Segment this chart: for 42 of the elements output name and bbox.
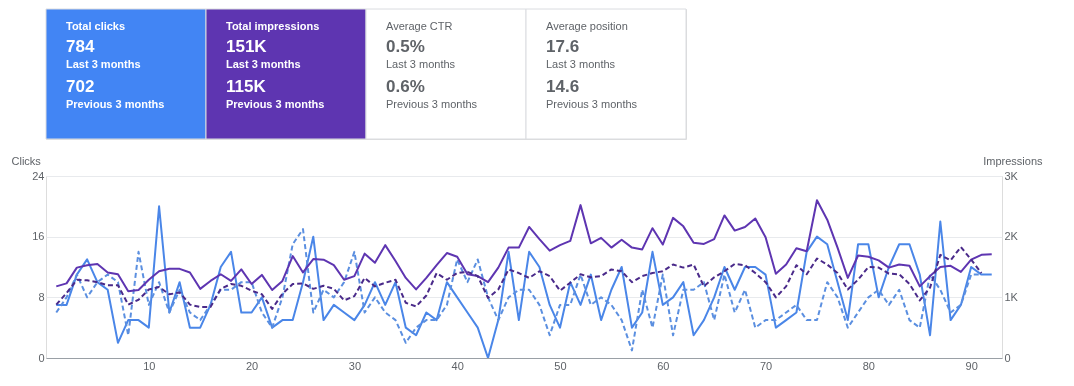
x-tick-label: 30 — [348, 359, 362, 372]
text: 702 — [66, 77, 95, 96]
y-tick-label: 16 — [32, 230, 45, 243]
y2-axis-title: Impressions — [983, 154, 1043, 167]
text: Previous 3 months — [226, 98, 325, 110]
text: Last 3 months — [66, 58, 141, 70]
text: Previous 3 months — [546, 98, 638, 110]
y-tick-label: 24 — [32, 169, 45, 182]
y2-tick-label: 1K — [1004, 290, 1019, 303]
x-tick-label: 20 — [245, 359, 259, 372]
y2-tick-label: 2K — [1004, 230, 1019, 243]
text: Previous 3 months — [66, 98, 165, 110]
text: Average position — [546, 20, 628, 32]
text: 151K — [226, 37, 268, 56]
text: 0.6% — [386, 77, 425, 96]
text: Last 3 months — [386, 58, 456, 70]
text: 14.6 — [546, 77, 580, 96]
y2-tick-label: 0 — [1004, 351, 1011, 364]
text: 17.6 — [546, 37, 580, 56]
x-tick-label: 10 — [143, 359, 156, 372]
line-series — [55, 245, 983, 310]
line-series — [55, 205, 993, 358]
text: Previous 3 months — [386, 98, 478, 110]
x-tick-label: 50 — [554, 359, 567, 372]
x-tick-label: 80 — [862, 359, 875, 372]
y2-tick-label: 3K — [1004, 169, 1019, 182]
text: Last 3 months — [226, 58, 301, 70]
text: Last 3 months — [546, 58, 616, 70]
x-tick-label: 40 — [451, 359, 464, 372]
text: Average CTR — [386, 20, 453, 32]
y-axis-title: Clicks — [11, 154, 42, 167]
x-tick-label: 90 — [965, 359, 978, 372]
text: 0.5% — [386, 37, 425, 56]
y-tick-label: 0 — [38, 351, 45, 364]
x-tick-label: 60 — [657, 359, 670, 372]
text: Total clicks — [66, 20, 126, 32]
text: Total impressions — [226, 20, 320, 32]
x-tick-label: 70 — [759, 359, 773, 372]
y-tick-label: 8 — [38, 290, 45, 303]
text: 115K — [226, 77, 267, 96]
line-series — [55, 199, 993, 293]
text: 784 — [66, 37, 95, 56]
